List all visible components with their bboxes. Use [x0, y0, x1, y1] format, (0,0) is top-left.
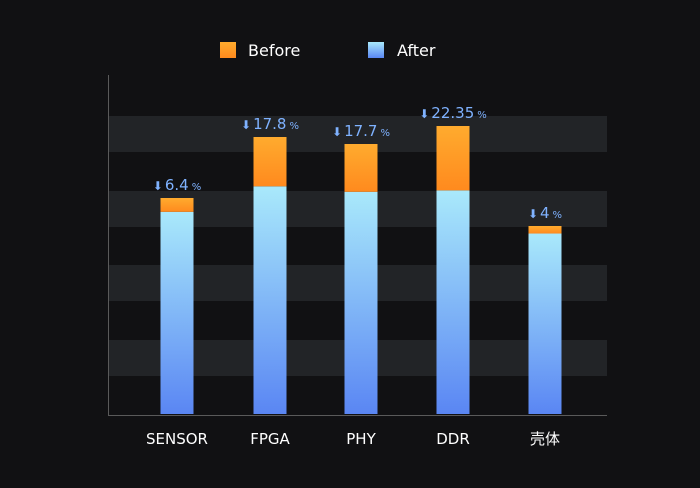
bar-after-2 [344, 191, 378, 414]
bar-before-0 [160, 198, 194, 212]
category-label-1: FPGA [250, 430, 290, 448]
bar-before-1 [253, 137, 287, 187]
bar-after-1 [253, 186, 287, 414]
category-label-3: DDR [436, 430, 470, 448]
bar-after-0 [160, 211, 194, 414]
legend-label-before: Before [248, 41, 300, 60]
percent-labels: ⬇ 6.4 % ⬇ 17.8% ⬇ 17.7 % ⬇ 22.35 % ⬇ 4% [153, 104, 562, 222]
percent-label-2: ⬇ 17.7% [332, 122, 390, 140]
percent-label-0: ⬇ 6.4% [153, 176, 201, 194]
legend: Before After [220, 41, 436, 60]
percent-label-1: ⬇ 17.8% [241, 115, 299, 133]
bars [160, 126, 562, 414]
legend-swatch-after [368, 42, 384, 58]
bar-after-4 [528, 233, 562, 414]
bar-before-4 [528, 226, 562, 234]
category-label-4: 壳体 [530, 430, 560, 448]
legend-label-after: After [397, 41, 436, 60]
category-labels: SENSOR FPGA PHY DDR 壳体 [146, 430, 560, 448]
bar-after-3 [436, 190, 470, 414]
category-label-0: SENSOR [146, 430, 208, 448]
percent-label-4: ⬇ 4% [528, 204, 562, 222]
percent-label-3: ⬇ 22.35% [419, 104, 487, 122]
category-label-2: PHY [346, 430, 376, 448]
bar-before-3 [436, 126, 470, 191]
bar-before-2 [344, 144, 378, 192]
legend-swatch-before [220, 42, 236, 58]
